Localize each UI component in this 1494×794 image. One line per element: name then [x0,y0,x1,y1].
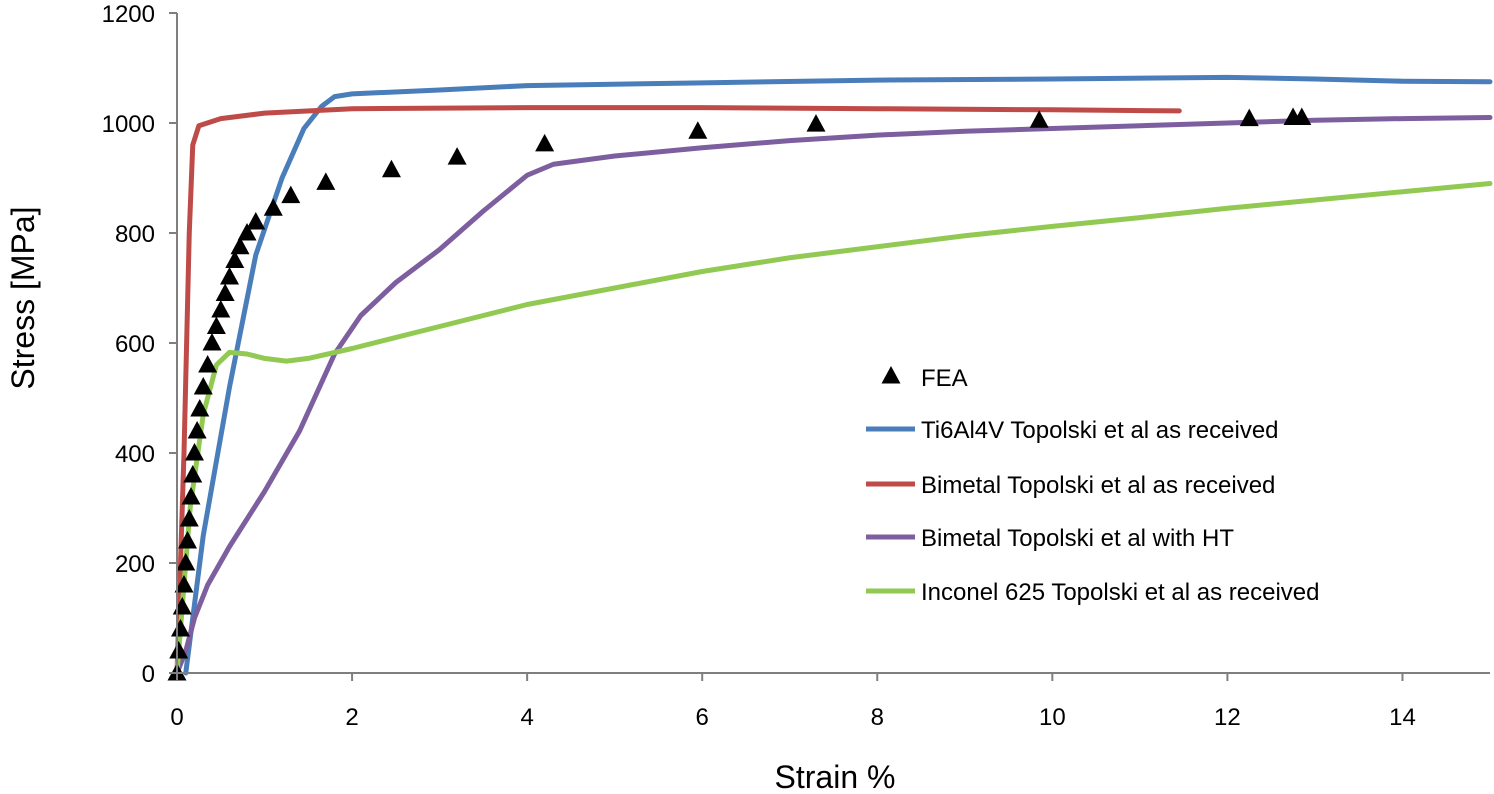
fea-point [211,300,231,318]
series-line-2 [174,105,1182,676]
series-layer [167,74,1493,681]
fea-point [316,172,336,190]
x-axis-title: Strain % [775,759,896,794]
fea-point [171,619,191,637]
x-tick-label: 0 [170,704,183,731]
y-tick-label: 0 [142,661,155,688]
x-tick-label: 14 [1389,704,1416,731]
fea-point [176,553,196,571]
x-tick-label: 10 [1039,704,1066,731]
x-tick-label: 12 [1214,704,1241,731]
legend-label: Bimetal Topolski et al as received [921,472,1275,499]
y-tick-label: 600 [115,331,155,358]
fea-point [263,198,283,216]
y-tick-label: 200 [115,551,155,578]
fea-point [206,316,226,334]
x-tick-label: 4 [520,704,533,731]
fea-point [169,641,189,659]
legend-marker-fea [881,366,901,384]
fea-point [183,465,203,483]
legend-label: Bimetal Topolski et al with HT [921,525,1234,552]
plot-area: 0 2 4 6 8 10 12 14 0 200 400 600 800 1000 1200 [102,1,1493,731]
fea-point [1292,107,1312,125]
fea-point [220,267,240,285]
fea-point [447,147,467,165]
y-tick-label: 800 [115,221,155,248]
fea-point [806,114,826,132]
fea-point [202,333,222,351]
fea-point [1239,108,1259,127]
fea-point [230,236,250,255]
legend-label: Ti6Al4V Topolski et al as received [921,417,1279,444]
fea-point [215,283,235,301]
y-ticks: 0 200 400 600 800 1000 1200 [102,1,177,688]
fea-point [1029,110,1049,128]
x-ticks: 0 2 4 6 8 10 12 14 [170,673,1416,731]
x-tick-label: 8 [871,704,884,731]
fea-point [178,531,198,549]
fea-point [225,250,245,268]
fea-point [185,443,205,461]
series-line-1 [183,74,1493,676]
fea-point [187,421,207,439]
fea-point [193,377,213,395]
y-axis-title: Stress [MPa] [5,206,41,389]
fea-point [172,597,192,615]
fea-point [174,575,194,593]
legend: FEA Ti6Al4V Topolski et al as received Bim… [866,365,1319,606]
fea-point [237,223,257,241]
x-tick-label: 2 [345,704,358,731]
series-line-4 [174,181,1493,676]
fea-point [535,133,555,152]
fea-point [198,355,218,373]
legend-label: Inconel 625 Topolski et al as received [921,579,1319,606]
series-line-3 [174,115,1493,676]
fea-point [688,121,708,139]
legend-label: FEA [921,365,968,392]
y-tick-label: 1200 [102,1,155,28]
fea-point [179,509,199,527]
fea-point [181,487,201,505]
fea-point [190,399,210,417]
y-tick-label: 400 [115,441,155,468]
x-tick-label: 6 [696,704,709,731]
y-tick-label: 1000 [102,111,155,138]
fea-point [381,159,401,178]
fea-point [281,185,301,204]
fea-point [246,212,266,230]
